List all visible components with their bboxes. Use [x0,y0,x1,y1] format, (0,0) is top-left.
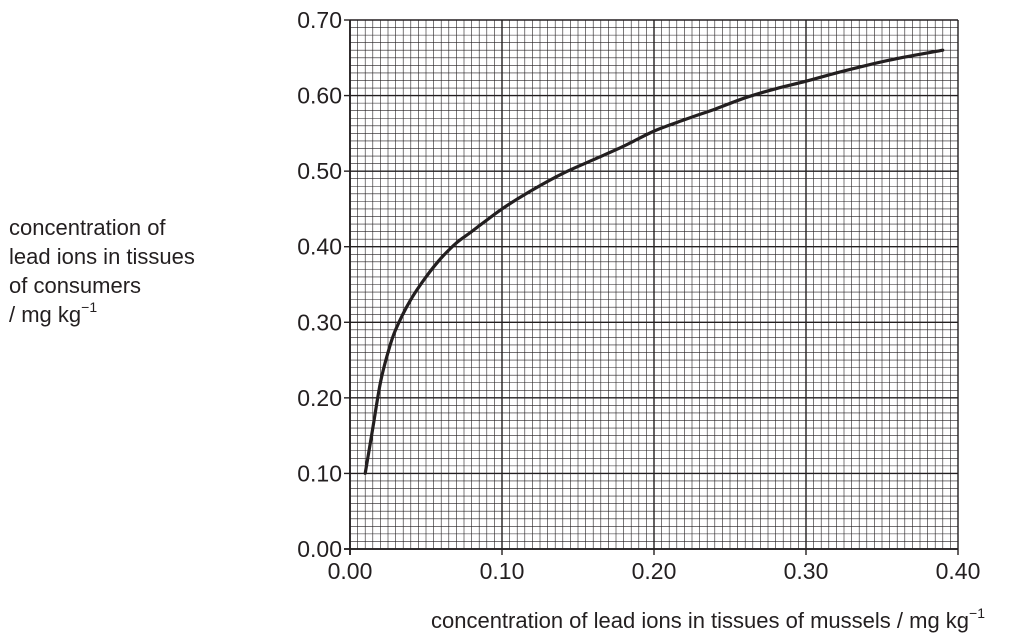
x-tick-label: 0.20 [632,558,677,584]
y-axis-unit-exponent: −1 [81,298,98,315]
y-axis-label: concentration of lead ions in tissues of… [9,213,195,329]
y-tick-label: 0.00 [297,536,342,562]
x-axis-label-text: concentration of lead ions in tissues of… [430,608,970,633]
y-axis-label-line-2: lead ions in tissues [9,244,195,269]
y-axis-label-line-3: of consumers [9,273,142,298]
y-tick-label: 0.50 [297,158,342,184]
y-axis-label-line-4: / mg kg−1 [9,300,195,329]
y-tick-label: 0.70 [297,7,342,33]
y-tick-label: 0.40 [297,234,342,260]
axes [344,20,958,555]
y-tick-label: 0.10 [297,460,342,486]
y-tick-label: 0.60 [297,83,342,109]
data-series [363,48,945,475]
x-tick-labels: 0.00 0.10 0.20 0.30 0.40 [328,549,981,584]
x-tick-label: 0.40 [936,558,981,584]
series-line [363,48,945,475]
x-axis-label: concentration of lead ions in tissues of… [0,604,1019,634]
y-tick-label: 0.20 [297,385,342,411]
y-axis-unit: / mg kg [9,302,82,327]
y-tick-labels: 0.00 0.10 0.20 0.30 0.40 0.50 0.60 0.70 [297,7,350,562]
x-tick-label: 0.10 [480,558,525,584]
y-tick-label: 0.30 [297,309,342,335]
y-axis-label-line-1: concentration of [9,215,166,240]
x-tick-label: 0.00 [328,558,373,584]
x-axis-unit-exponent: −1 [969,604,985,621]
x-tick-label: 0.30 [784,558,829,584]
